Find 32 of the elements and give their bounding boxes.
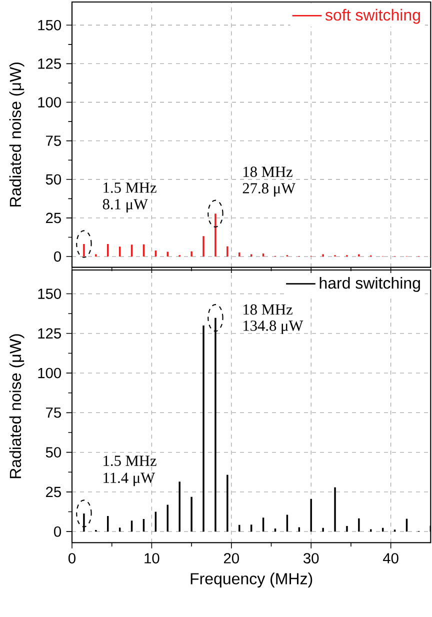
y-axis-title: Radiated noise (μW) [9,334,24,478]
x-tick-label: 40 [382,553,398,564]
y-tick-label: 50 [46,447,62,458]
y-tick-label: 0 [54,526,62,537]
annotation: 1.5 MHz [104,456,156,466]
x-tick-label: 30 [304,553,319,564]
y-tick-label: 125 [38,58,61,69]
x-tick-label: 10 [144,553,160,564]
annotation: 18 MHz [244,304,292,315]
annotation: 8.1 μW [102,199,148,213]
y-tick-label: 100 [38,97,62,108]
y-axis-title: Radiated noise (μW) [9,62,24,206]
x-axis-title: Frequency (MHz) [190,572,312,588]
legend-label: hard switching [320,276,420,292]
y-tick-label: 50 [46,174,62,185]
y-tick-label: 150 [38,288,62,299]
annotation: 134.8 μW [244,320,304,334]
x-tick-label: 20 [224,553,239,564]
y-tick-label: 125 [38,328,61,339]
y-tick-label: 75 [46,136,61,146]
y-tick-label: 0 [54,251,62,262]
y-tick-label: 75 [46,408,61,418]
annotation: 18 MHz [244,166,292,177]
annotation: 11.4 μW [104,472,156,486]
annotation: 1.5 MHz [104,182,156,193]
x-tick-label: 0 [68,553,76,564]
y-tick-label: 150 [38,20,62,30]
y-tick-label: 100 [38,368,62,378]
y-tick-label: 25 [46,212,61,224]
legend-label: soft switching [325,8,420,24]
y-tick-label: 25 [46,486,61,498]
annotation: 27.8 μW [242,183,296,197]
